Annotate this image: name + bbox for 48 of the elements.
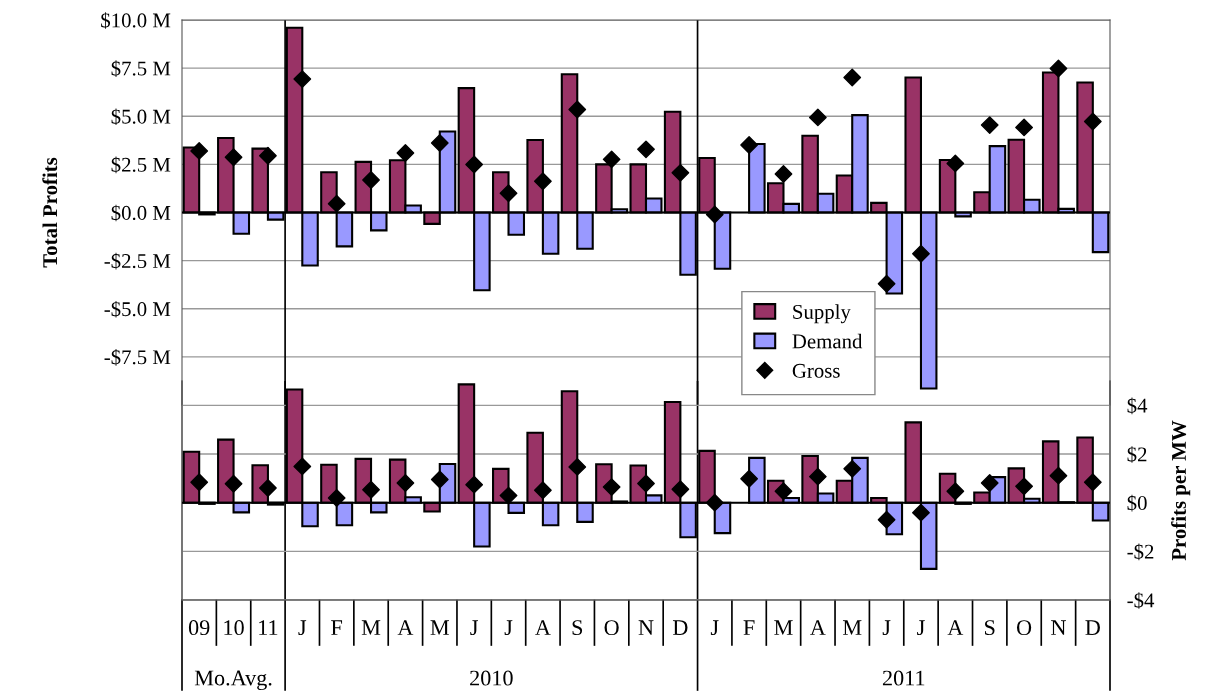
y-tick-label: -$2.5 M xyxy=(104,252,171,270)
x-tick-label: O xyxy=(604,620,619,636)
x-tick-label: O xyxy=(1016,620,1032,636)
y-tick-label: $5.0 M xyxy=(111,108,171,126)
text: Mo.Avg. xyxy=(194,670,272,691)
x-tick-label: A xyxy=(810,620,826,635)
y-tick-label: $10.0 M xyxy=(101,12,171,29)
y-tick-label: $2.5 M xyxy=(111,156,171,174)
x-tick-label: 10 xyxy=(224,620,244,636)
x-tick-label: D xyxy=(672,620,688,635)
y-tick-label: -$5.0 M xyxy=(104,300,171,318)
x-tick-label: 09 xyxy=(188,620,210,636)
x-tick-label: M xyxy=(361,620,381,635)
y-tick-label: $7.5 M xyxy=(111,60,171,77)
text: 2011 xyxy=(882,670,925,686)
x-tick-label: J xyxy=(917,620,925,636)
x-tick-label: N xyxy=(1051,620,1066,635)
y2-tick-label: $0 xyxy=(1127,494,1147,512)
x-tick-label: J xyxy=(470,620,478,636)
y2-tick-label: -$4 xyxy=(1127,592,1155,609)
x-tick-label: F xyxy=(331,620,343,635)
x-tick-label: A xyxy=(947,620,964,635)
y2-tick-label: $2 xyxy=(1127,446,1147,463)
x-tick-label: M xyxy=(774,620,793,635)
x-tick-label: 11 xyxy=(259,620,278,635)
legend-label: Demand xyxy=(792,333,863,349)
legend-label: Supply xyxy=(793,304,851,324)
y-tick-label: $0.0 M xyxy=(111,204,171,222)
x-tick-label: N xyxy=(638,620,654,635)
x-tick-label: A xyxy=(535,620,551,635)
x-tick-label: J xyxy=(298,620,307,636)
y2-tick-label: $4 xyxy=(1127,397,1148,415)
y-axis-title: Total Profits xyxy=(42,157,58,268)
x-tick-label: S xyxy=(985,620,995,636)
x-tick-label: S xyxy=(572,620,583,636)
x-tick-label: J xyxy=(504,620,513,636)
y-tick-label: -$7.5 M xyxy=(104,349,171,366)
x-tick-label: F xyxy=(743,620,755,635)
x-tick-label: M xyxy=(842,620,862,635)
y2-axis-title: Profits per MW xyxy=(1171,420,1191,561)
y2-tick-label: -$2 xyxy=(1127,543,1154,561)
legend-label: Gross xyxy=(792,363,840,378)
x-tick-label: M xyxy=(430,620,450,635)
x-tick-label: J xyxy=(710,620,719,636)
text: 2010 xyxy=(470,670,513,686)
x-tick-label: A xyxy=(397,620,414,635)
x-tick-label: D xyxy=(1085,620,1100,635)
x-tick-label: J xyxy=(882,620,891,636)
